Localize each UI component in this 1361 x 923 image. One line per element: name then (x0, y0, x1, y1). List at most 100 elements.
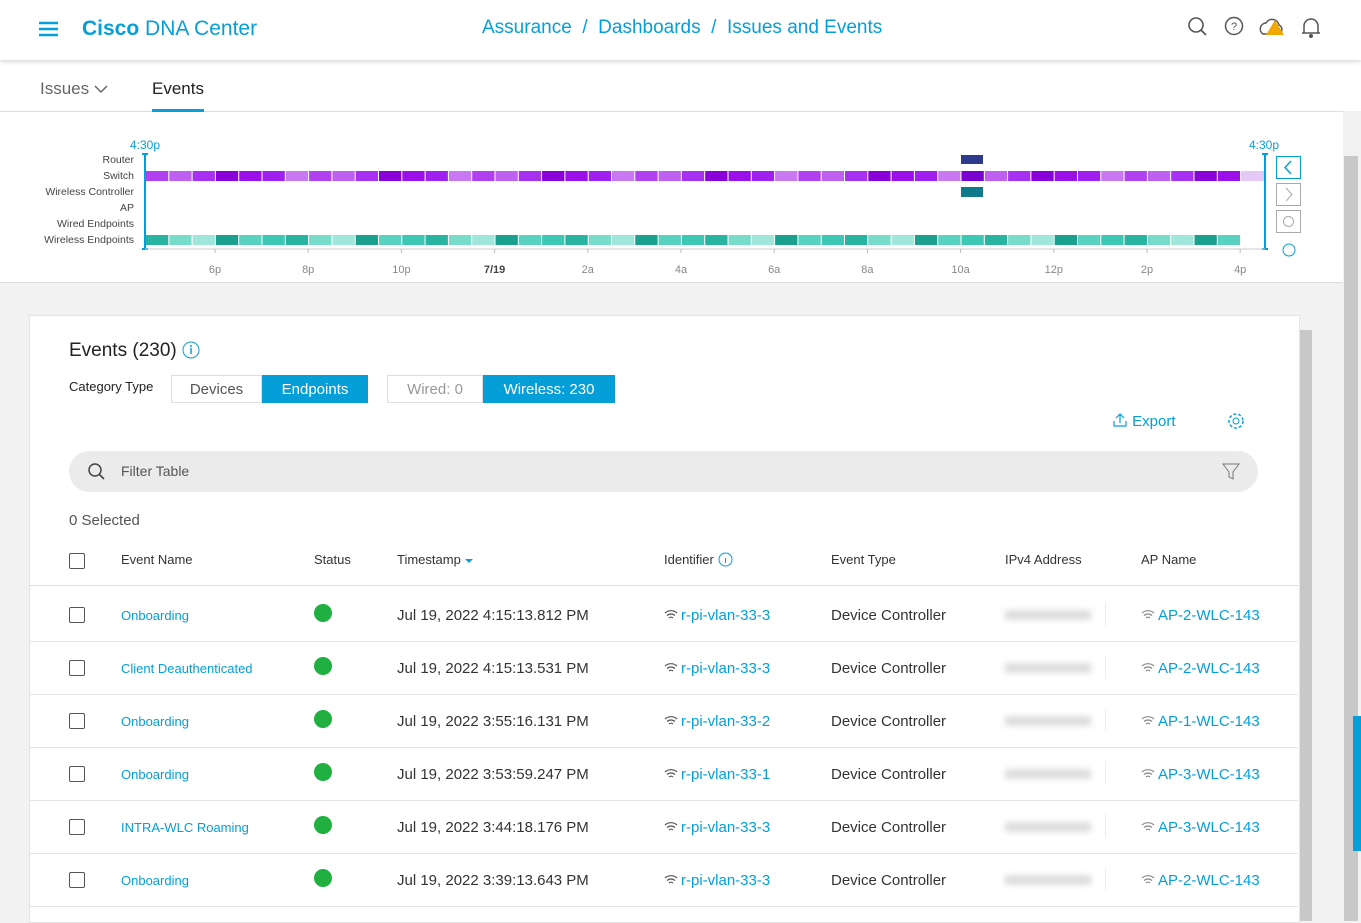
column-header[interactable]: IPv4 Address (1005, 552, 1082, 567)
tab-bar: Issues Events (0, 60, 1361, 112)
menu-icon[interactable] (39, 21, 59, 37)
event-type: Device Controller (831, 766, 947, 783)
identifier[interactable]: r-pi-vlan-33-1 (664, 766, 770, 783)
wireless-endpoint-cell (1217, 235, 1241, 245)
tab-active[interactable]: Events (152, 79, 204, 112)
header-icons[interactable]: ? (1185, 15, 1325, 39)
wifi-icon (664, 769, 678, 778)
scrollbar[interactable] (1343, 111, 1361, 921)
breadcrumb[interactable]: Assurance / Dashboards / Issues and Even… (482, 17, 883, 38)
event-name[interactable]: Onboarding (121, 767, 189, 782)
event-name[interactable]: Onboarding (121, 873, 189, 888)
row-checkbox[interactable] (69, 660, 85, 676)
identifier[interactable]: r-pi-vlan-33-3 (664, 819, 770, 836)
switch-cell (1171, 171, 1194, 181)
ap-name-text: AP-3-WLC-143 (1158, 819, 1260, 836)
wireless-endpoint-cell (1101, 235, 1124, 245)
export-label: Export (1132, 413, 1176, 430)
event-name[interactable]: Onboarding (121, 608, 189, 623)
tick-label: 4p (1234, 264, 1246, 276)
filter-box[interactable]: Filter Table (69, 451, 1258, 492)
ap-name[interactable]: AP-2-WLC-143 (1141, 660, 1260, 677)
row-checkbox[interactable] (69, 872, 85, 888)
ap-name[interactable]: AP-3-WLC-143 (1141, 766, 1260, 783)
event-name[interactable]: INTRA-WLC Roaming (121, 820, 249, 835)
wireless-endpoint-cell (705, 235, 728, 245)
ap-name[interactable]: AP-2-WLC-143 (1141, 872, 1260, 889)
cell-divider (1105, 708, 1106, 732)
column-header[interactable]: Event Name (121, 552, 193, 567)
tab[interactable]: Issues (40, 79, 108, 99)
identifier[interactable]: r-pi-vlan-33-3 (664, 660, 770, 677)
switch-cell (425, 171, 448, 181)
timestamp: Jul 19, 2022 3:39:13.643 PM (397, 872, 589, 889)
row-label: Wireless Endpoints (44, 234, 134, 246)
ap-name-text: AP-1-WLC-143 (1158, 713, 1260, 730)
column-header[interactable]: Event Type (831, 552, 896, 567)
wifi-icon (664, 610, 678, 619)
category-label: Category Type (69, 379, 154, 394)
ap-name[interactable]: AP-3-WLC-143 (1141, 819, 1260, 836)
status-dot (314, 604, 332, 622)
wireless-endpoint-cell (379, 235, 402, 245)
column-header[interactable]: Status (314, 552, 351, 567)
category-button-active[interactable]: Endpoints (262, 375, 368, 403)
ap-name[interactable]: AP-1-WLC-143 (1141, 713, 1260, 730)
wifi-icon (1141, 716, 1155, 725)
search-icon (88, 463, 105, 480)
wireless-endpoint-cell (495, 235, 518, 245)
timeline-controls[interactable] (1276, 156, 1301, 257)
column-header[interactable]: Timestamp (397, 552, 474, 567)
row-checkbox[interactable] (69, 607, 85, 623)
row-checkbox[interactable] (69, 819, 85, 835)
identifier[interactable]: r-pi-vlan-33-3 (664, 872, 770, 889)
timestamp: Jul 19, 2022 3:55:16.131 PM (397, 713, 589, 730)
category-button[interactable]: Devices (171, 375, 262, 403)
column-header[interactable]: Identifier (664, 552, 733, 567)
row-label: Router (102, 154, 134, 166)
settings-icon[interactable] (1226, 411, 1246, 431)
wireless-endpoint-cell (1171, 235, 1194, 245)
cell-divider (1105, 655, 1106, 679)
wireless-endpoint-cell (728, 235, 751, 245)
header-divider (29, 585, 1298, 586)
events-title: Events (230) (69, 340, 200, 362)
ap-name[interactable]: AP-2-WLC-143 (1141, 607, 1260, 624)
info-icon[interactable] (182, 341, 200, 359)
row-divider (29, 747, 1298, 748)
status-dot (314, 816, 332, 834)
brand[interactable]: Cisco DNA Center (82, 17, 257, 41)
chevron (94, 85, 108, 94)
wireless-endpoint-cell (681, 235, 705, 245)
row-checkbox[interactable] (69, 766, 85, 782)
wifi-icon (1141, 875, 1155, 884)
switch-cell (588, 171, 611, 181)
row-label: Switch (103, 170, 134, 182)
wifi-icon (664, 875, 678, 884)
wlc-cell (961, 187, 983, 197)
event-name[interactable]: Onboarding (121, 714, 189, 729)
switch-cell (518, 171, 542, 181)
wireless-endpoint-cell (751, 235, 775, 245)
connection-button-active[interactable]: Wireless: 230 (483, 375, 615, 403)
row-divider (29, 906, 1298, 907)
wireless-endpoint-cell (798, 235, 821, 245)
column-header[interactable]: AP Name (1141, 552, 1197, 567)
info-icon[interactable] (718, 552, 733, 567)
filter-icon[interactable] (1222, 463, 1240, 481)
switch-cell (542, 171, 565, 181)
tick-label: 7/19 (484, 264, 505, 276)
timestamp: Jul 19, 2022 3:44:18.176 PM (397, 819, 589, 836)
connection-button[interactable]: Wired: 0 (387, 375, 483, 403)
row-checkbox[interactable] (69, 713, 85, 729)
event-name[interactable]: Client Deauthenticated (121, 661, 253, 676)
table-scrollbar[interactable] (1300, 330, 1312, 921)
export-button[interactable]: Export (1112, 412, 1176, 430)
header-checkbox[interactable] (69, 553, 85, 569)
identifier[interactable]: r-pi-vlan-33-3 (664, 607, 770, 624)
wireless-endpoint-cell (938, 235, 961, 245)
wireless-endpoint-cell (332, 235, 355, 245)
tick-label: 10p (392, 264, 410, 276)
identifier[interactable]: r-pi-vlan-33-2 (664, 713, 770, 730)
